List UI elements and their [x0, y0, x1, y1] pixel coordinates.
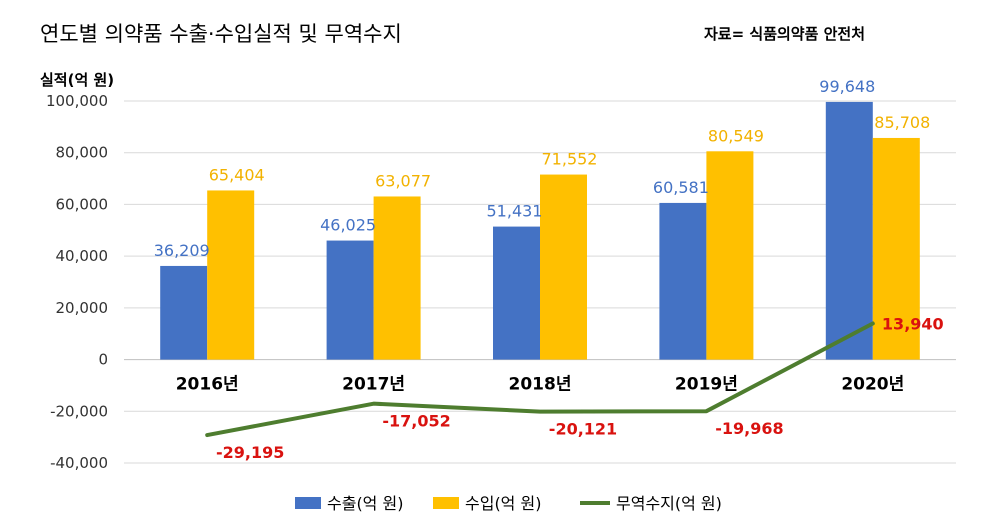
- legend-label: 수입(억 원): [465, 494, 541, 513]
- y-tick-label: 20,000: [56, 299, 109, 317]
- category-label: 2020년: [841, 375, 904, 395]
- bar-import: [207, 190, 255, 360]
- data-label-trade-balance: -29,195: [216, 443, 284, 462]
- data-label-import: 65,404: [209, 165, 265, 184]
- y-tick-label: 100,000: [46, 92, 108, 110]
- y-tick-label: -20,000: [50, 402, 108, 420]
- data-label-trade-balance: -17,052: [382, 412, 450, 431]
- category-labels: 2016년 2017년 2018년 2019년 2020년: [176, 375, 905, 395]
- data-label-import: 71,552: [542, 150, 598, 169]
- data-label-import: 80,549: [708, 126, 764, 145]
- legend-label: 수출(억 원): [327, 494, 403, 513]
- bar-import: [373, 196, 421, 360]
- category-label: 2017년: [342, 375, 405, 395]
- data-label-trade-balance: 13,940: [882, 315, 944, 334]
- y-tick-labels: 100,000 80,000 60,000 40,000 20,000 0 -20,000 -…: [46, 92, 108, 472]
- bar-import: [872, 137, 920, 360]
- category-label: 2016년: [176, 375, 239, 395]
- bar-export: [825, 101, 873, 360]
- data-label-export: 51,431: [487, 202, 543, 221]
- chart-title: 연도별 의약품 수출·수입실적 및 무역수지: [40, 22, 402, 46]
- data-label-export: 46,025: [320, 216, 376, 235]
- data-label-export: 60,581: [653, 178, 709, 197]
- bar-import: [706, 151, 754, 360]
- bars: [160, 101, 920, 360]
- y-tick-label: 60,000: [56, 195, 109, 213]
- bar-export: [659, 202, 707, 360]
- bar-export: [326, 240, 374, 360]
- trade-balance-line: [205, 321, 875, 438]
- data-label-trade-balance: -19,968: [715, 419, 783, 438]
- data-label-trade-balance: -20,121: [549, 420, 617, 439]
- y-tick-label: 80,000: [56, 144, 109, 162]
- bar-import: [540, 174, 587, 360]
- legend: 수출(억 원) 수입(억 원) 무역수지(억 원): [295, 494, 722, 513]
- legend-label: 무역수지(억 원): [616, 494, 722, 513]
- bar-export: [160, 265, 208, 360]
- y-axis-label: 실적(억 원): [40, 71, 114, 89]
- y-tick-label: 0: [98, 351, 108, 369]
- data-label-export: 36,209: [154, 241, 210, 260]
- data-label-import: 85,708: [874, 113, 930, 132]
- legend-swatch: [295, 497, 321, 509]
- legend-swatch: [433, 497, 459, 509]
- trade-balance-series-line: [205, 321, 875, 438]
- bar-export: [493, 226, 540, 360]
- source-note: 자료= 식품의약품 안전처: [704, 25, 865, 43]
- category-label: 2019년: [675, 375, 738, 395]
- data-label-import: 63,077: [375, 171, 431, 190]
- data-label-export: 99,648: [819, 77, 875, 96]
- data-labels: 36,209 46,025 51,431 60,581 99,648 65,404 63,0…: [154, 77, 944, 462]
- category-label: 2018년: [509, 375, 572, 395]
- y-tick-label: 40,000: [56, 247, 109, 265]
- y-tick-label: -40,000: [50, 454, 108, 472]
